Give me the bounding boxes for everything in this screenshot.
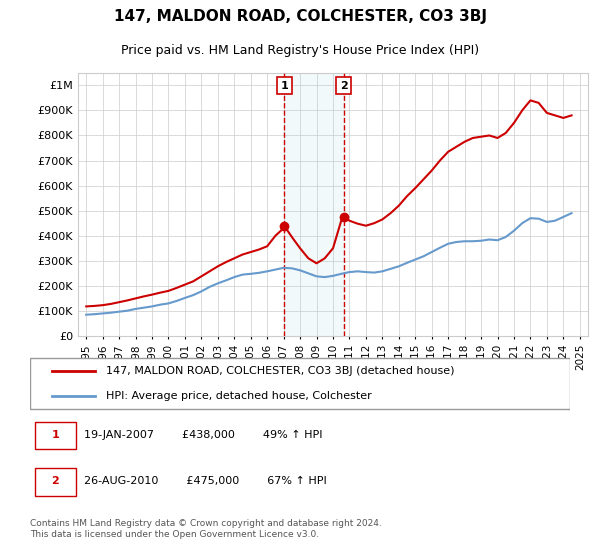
Text: 1: 1 <box>52 430 59 440</box>
Bar <box>284 73 344 336</box>
FancyBboxPatch shape <box>35 422 76 450</box>
Text: HPI: Average price, detached house, Colchester: HPI: Average price, detached house, Colc… <box>106 391 371 401</box>
FancyBboxPatch shape <box>35 468 76 496</box>
Text: 2: 2 <box>52 476 59 486</box>
Text: Price paid vs. HM Land Registry's House Price Index (HPI): Price paid vs. HM Land Registry's House … <box>121 44 479 57</box>
Text: 147, MALDON ROAD, COLCHESTER, CO3 3BJ: 147, MALDON ROAD, COLCHESTER, CO3 3BJ <box>113 10 487 24</box>
FancyBboxPatch shape <box>30 358 570 409</box>
Text: 2: 2 <box>340 81 347 91</box>
Text: 26-AUG-2010        £475,000        67% ↑ HPI: 26-AUG-2010 £475,000 67% ↑ HPI <box>84 476 327 486</box>
Text: 1: 1 <box>281 81 289 91</box>
Text: 147, MALDON ROAD, COLCHESTER, CO3 3BJ (detached house): 147, MALDON ROAD, COLCHESTER, CO3 3BJ (d… <box>106 366 454 376</box>
Text: 19-JAN-2007        £438,000        49% ↑ HPI: 19-JAN-2007 £438,000 49% ↑ HPI <box>84 430 323 440</box>
Text: Contains HM Land Registry data © Crown copyright and database right 2024.
This d: Contains HM Land Registry data © Crown c… <box>30 519 382 539</box>
